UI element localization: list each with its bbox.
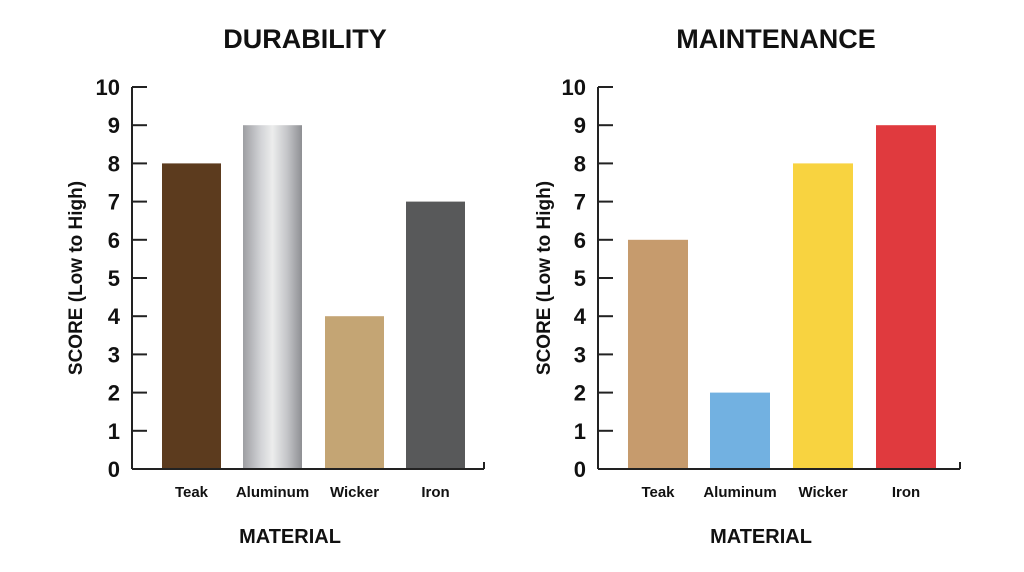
y-tick-label: 2: [108, 381, 120, 406]
chart-maintenance: MAINTENANCE Teak Aluminum Wicker Iron 0 1 2 3 4 5 6…: [534, 24, 961, 548]
x-axis-label: MATERIAL: [239, 526, 341, 548]
bar-iron: [876, 125, 936, 469]
x-tick-label: Aluminum: [703, 484, 776, 501]
y-tick-label: 5: [574, 266, 586, 291]
y-tick-label: 8: [574, 151, 586, 176]
x-tick-label: Wicker: [330, 484, 379, 501]
y-tick-label: 10: [96, 75, 120, 100]
y-tick-label: 0: [574, 457, 586, 482]
y-tick-label: 0: [108, 457, 120, 482]
y-tick-label: 6: [108, 228, 120, 253]
y-tick-label: 7: [574, 190, 586, 215]
y-tick-label: 1: [574, 419, 586, 444]
y-tick-label: 9: [574, 113, 586, 138]
bar-teak: [628, 239, 688, 469]
y-tick-label: 3: [108, 342, 120, 367]
bar-teak: [162, 163, 221, 469]
y-tick-label: 1: [108, 419, 120, 444]
x-tick-label: Teak: [175, 484, 209, 501]
y-tick-label: 5: [108, 266, 120, 291]
chart-durability: DURABILITY Teak Aluminum Wicker Iron 0 1 2 3 4 5 6 7…: [66, 24, 485, 548]
y-tick-label: 10: [562, 75, 586, 100]
x-axis-label: MATERIAL: [710, 526, 812, 548]
x-tick-label: Iron: [892, 484, 920, 501]
bar-wicker: [325, 316, 384, 469]
y-axis-label: SCORE (Low to High): [66, 181, 87, 375]
y-axis-label: SCORE (Low to High): [534, 181, 555, 375]
y-tick-label: 6: [574, 228, 586, 253]
y-tick-label: 3: [574, 342, 586, 367]
y-tick-label: 4: [108, 304, 121, 329]
y-tick-label: 4: [574, 304, 587, 329]
bar-aluminum: [710, 392, 770, 469]
bar-wicker: [793, 163, 853, 469]
x-tick-label: Iron: [421, 484, 449, 501]
y-tick-label: 9: [108, 113, 120, 138]
bar-aluminum: [243, 125, 302, 469]
y-tick-label: 8: [108, 151, 120, 176]
x-tick-label: Wicker: [798, 484, 847, 501]
x-tick-label: Teak: [641, 484, 675, 501]
bar-iron: [406, 201, 465, 469]
chart-title: MAINTENANCE: [676, 24, 876, 54]
y-tick-label: 7: [108, 190, 120, 215]
y-tick-label: 2: [574, 381, 586, 406]
x-tick-label: Aluminum: [236, 484, 309, 501]
chart-title: DURABILITY: [223, 24, 387, 54]
